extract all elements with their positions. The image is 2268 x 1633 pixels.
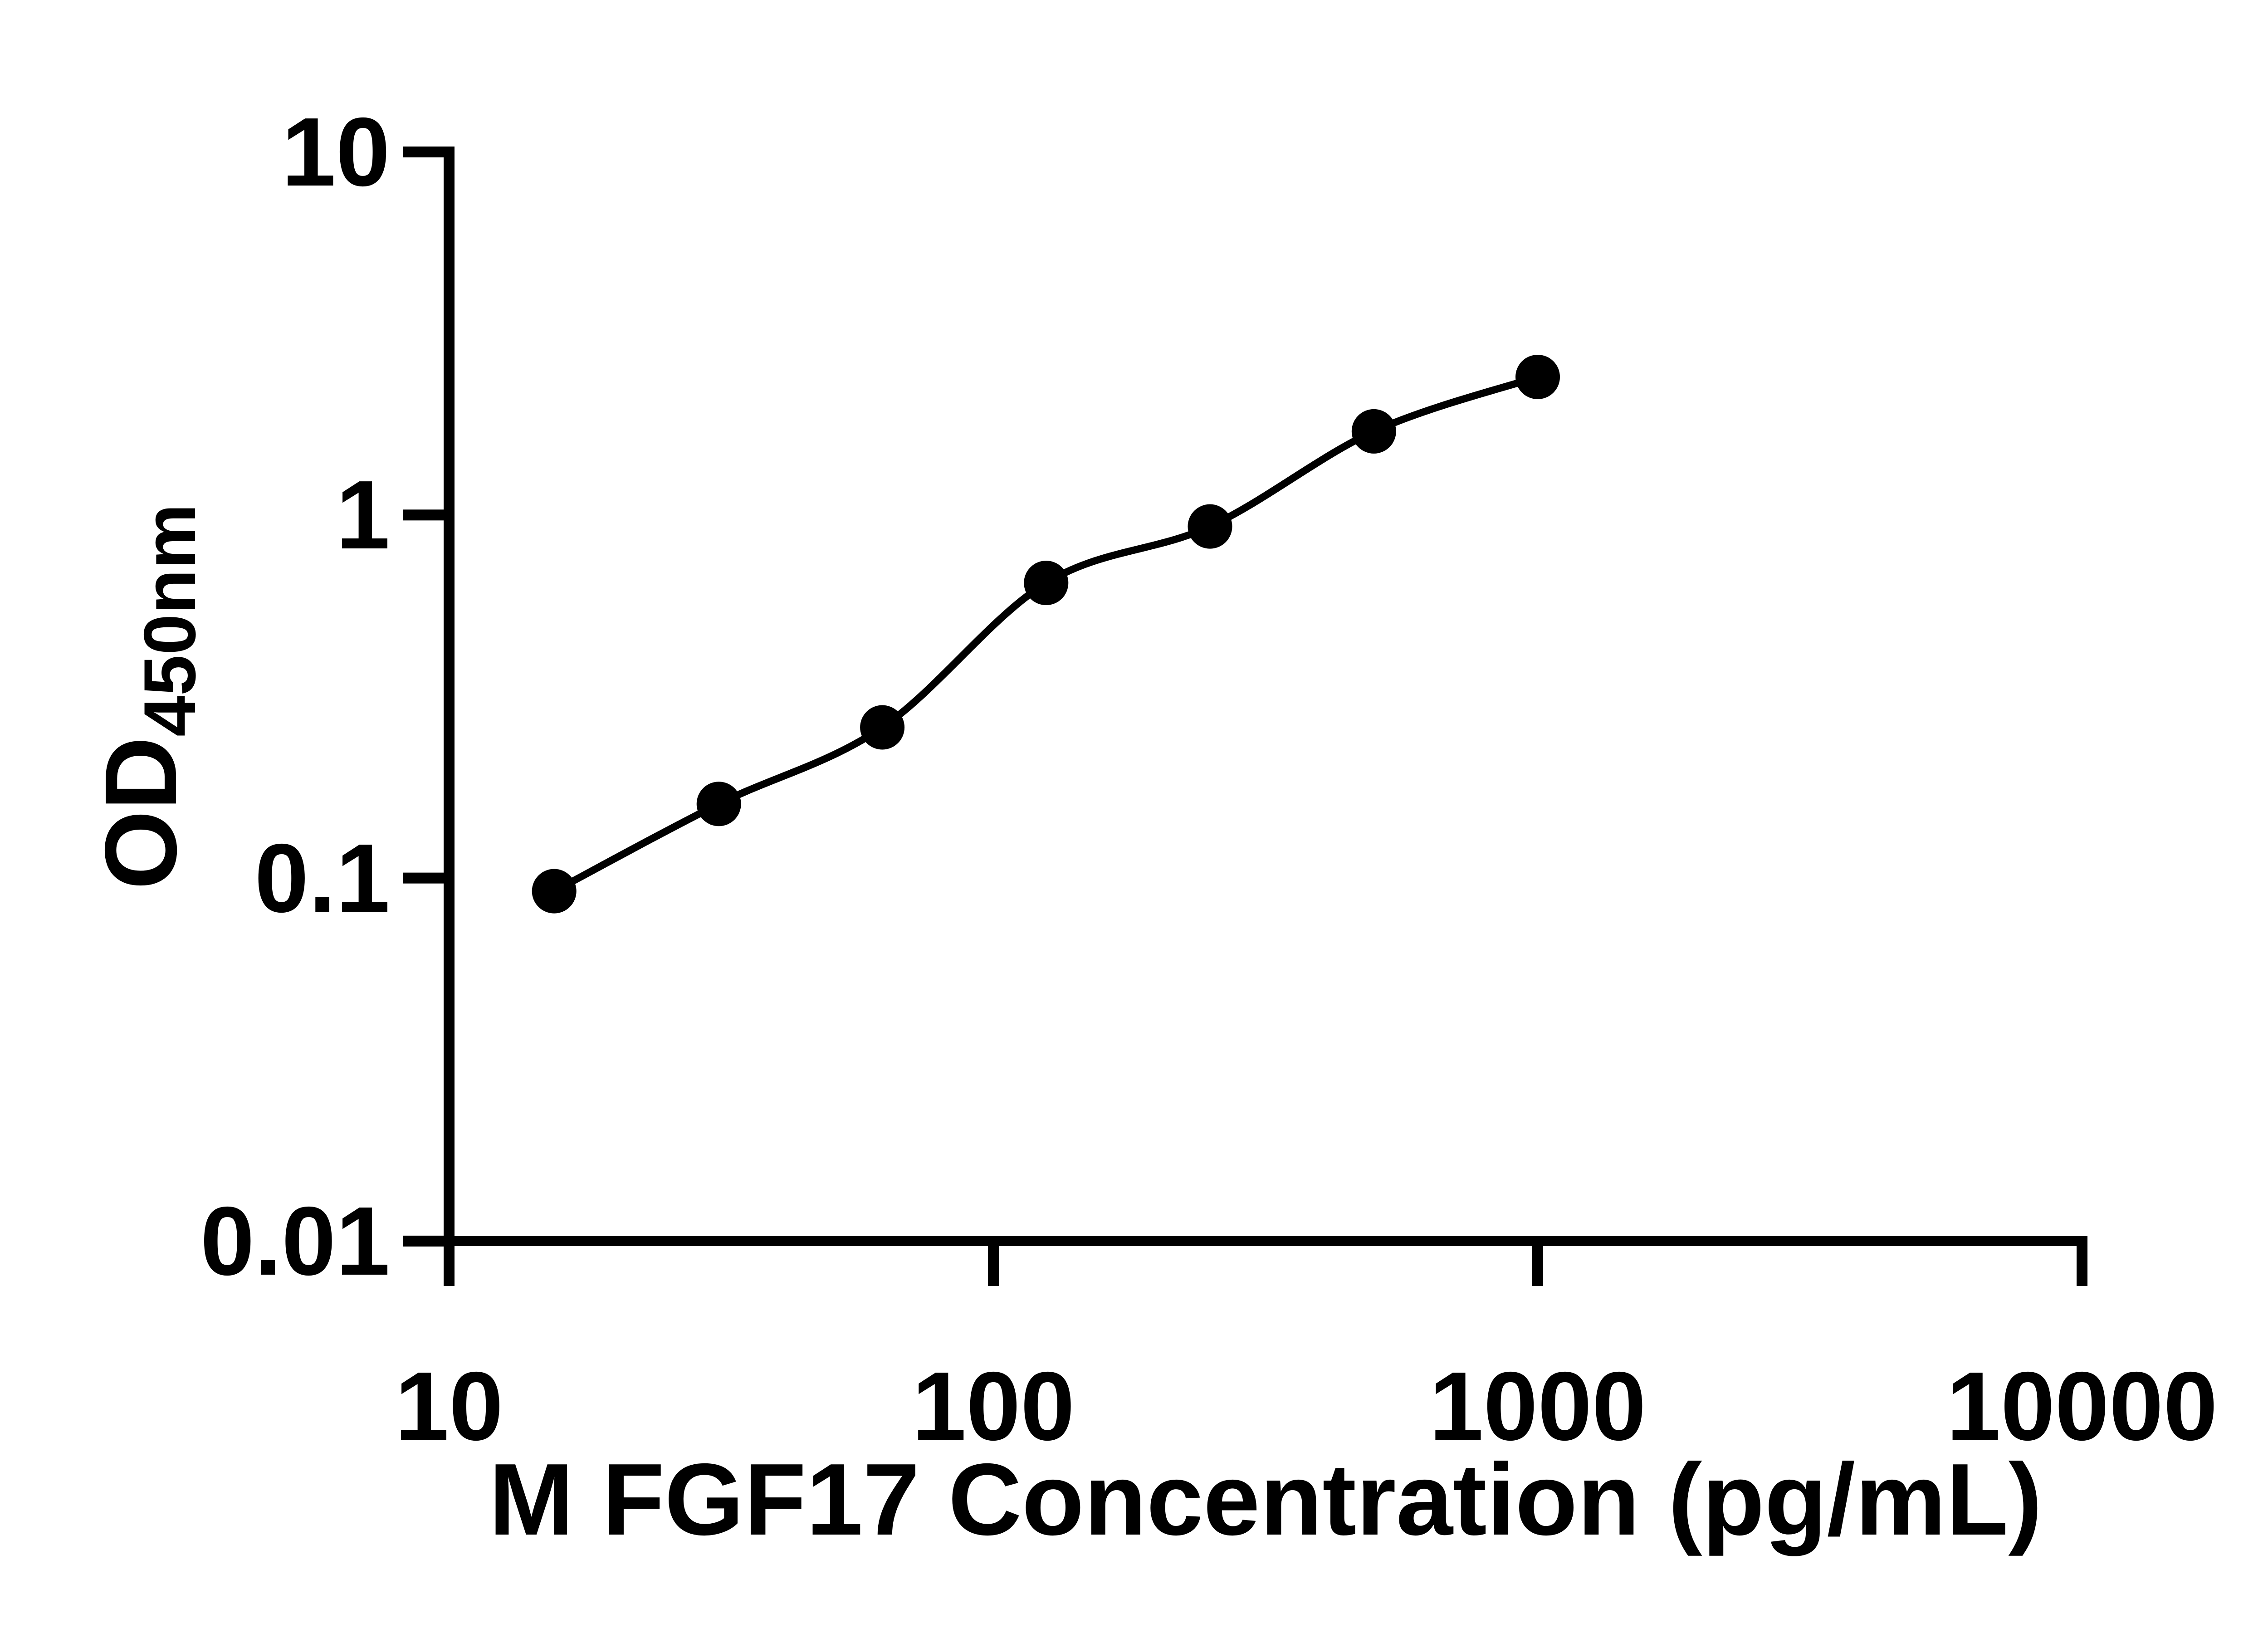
x-tick-label-100: 100 <box>912 1351 1075 1461</box>
y-tick-label-0.01: 0.01 <box>200 1186 390 1296</box>
y-tick <box>403 1235 444 1247</box>
y-axis-title-main: OD <box>83 736 198 890</box>
data-point-marker <box>696 782 741 826</box>
y-tick-label-0.1: 0.1 <box>254 823 390 933</box>
y-tick-label-10: 10 <box>281 97 390 206</box>
y-tick-label-1: 1 <box>336 460 390 570</box>
data-point-marker <box>1188 504 1232 549</box>
y-axis-title: OD450nm <box>73 152 211 1241</box>
x-tick-label-10000: 10000 <box>1946 1351 2218 1461</box>
x-axis-title: M FGF17 Concentration (pg/mL) <box>489 1442 2043 1556</box>
axes <box>403 147 2087 1286</box>
y-axis-line <box>444 147 455 1246</box>
x-tick-label-1000: 1000 <box>1429 1351 1647 1461</box>
x-axis-line <box>403 1236 2087 1246</box>
x-tick <box>988 1246 999 1286</box>
y-tick <box>403 872 444 884</box>
x-tick <box>444 1246 455 1286</box>
y-tick <box>403 509 444 521</box>
data-point-marker <box>532 869 577 914</box>
x-tick <box>1532 1246 1543 1286</box>
y-tick <box>403 147 444 157</box>
data-point-marker <box>1515 355 1560 399</box>
data-point-marker <box>1024 561 1069 606</box>
data-points <box>532 355 1560 914</box>
x-tick-label-10: 10 <box>395 1351 503 1461</box>
data-point-marker <box>860 705 905 750</box>
y-axis-title-subscript: 450nm <box>129 504 211 737</box>
data-point-marker <box>1351 409 1396 454</box>
x-tick <box>2077 1246 2087 1286</box>
